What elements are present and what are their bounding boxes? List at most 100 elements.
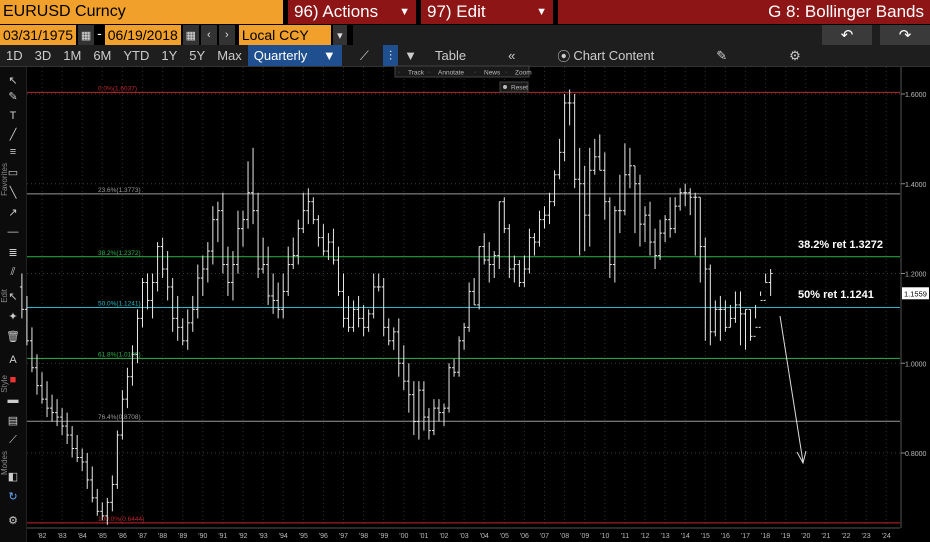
pen-icon[interactable]: ✎ — [8, 90, 18, 103]
calendar-icon[interactable]: ▦ — [78, 25, 95, 45]
calendar-icon[interactable]: ▦ — [182, 25, 199, 45]
arrow-icon[interactable]: ↖ — [8, 74, 18, 87]
x-tick-label: '00 — [399, 533, 408, 540]
period-button[interactable]: 1M — [63, 48, 82, 63]
zoom-button[interactable]: Zoom — [515, 70, 532, 77]
reset-button[interactable] — [499, 81, 529, 93]
cycle-icon[interactable]: ↻ — [8, 490, 18, 503]
news-button[interactable]: News — [484, 70, 501, 77]
x-tick-label: '01 — [419, 533, 428, 540]
chevron-down-icon: ▼ — [322, 48, 336, 63]
x-tick-label: '12 — [640, 533, 649, 540]
x-tick-label: '20 — [801, 533, 810, 540]
x-tick-label: '22 — [841, 533, 850, 540]
hline-icon[interactable]: — — [7, 226, 19, 238]
color-icon[interactable]: ■ — [9, 374, 17, 386]
x-tick-label: '09 — [580, 533, 589, 540]
x-tick-label: '85 — [98, 533, 107, 540]
gear-icon[interactable]: ⚙ — [789, 47, 801, 63]
x-tick-label: '92 — [238, 533, 247, 540]
cursor-icon[interactable]: ↖ — [8, 290, 18, 303]
x-tick-label: '96 — [319, 533, 328, 540]
line-chart-icon[interactable]: ⟋ — [359, 47, 369, 63]
reset-label: Reset — [511, 85, 528, 92]
frequency-label: Quarterly — [253, 48, 308, 63]
fib-label: 61.8%(1.0109) — [98, 351, 141, 358]
parallel-icon[interactable]: ⫽ — [10, 265, 16, 278]
track-button[interactable]: Track — [408, 70, 425, 77]
period-buttons: 1D 3D 1M 6M YTD 1Y 5Y Max — [0, 45, 248, 66]
bar-chart-icon[interactable]: ⫶ — [382, 45, 399, 66]
settings-icon[interactable]: ⚙ — [8, 514, 18, 527]
currency-select[interactable]: Local CCY — [238, 25, 331, 45]
chart-content-button[interactable]: ⦿ Chart Content — [551, 45, 660, 66]
annotate-icon: · — [428, 69, 430, 77]
chevron-right-icon[interactable]: › — [218, 25, 235, 45]
x-tick-label: '87 — [138, 533, 147, 540]
period-button[interactable]: 6M — [93, 48, 112, 63]
line-style-icon[interactable]: ▬ — [7, 394, 19, 406]
edit-icon[interactable]: ✎ — [716, 47, 728, 63]
x-tick-label: '18 — [761, 533, 770, 540]
fib-label: 76.4%(0.8708) — [98, 414, 141, 421]
currency-label: Local CCY — [241, 27, 309, 43]
x-tick-label: '15 — [701, 533, 710, 540]
mode-icon[interactable]: ◧ — [7, 470, 19, 483]
chart-toolbar — [394, 65, 530, 78]
annotation-382: 38.2% ret 1.3272 — [798, 239, 884, 251]
pin-icon[interactable]: ✦ — [8, 310, 18, 323]
x-tick-label: '06 — [520, 533, 529, 540]
x-tick-label: '23 — [862, 533, 871, 540]
edit-menu[interactable]: 97) Edit ▼ — [421, 0, 553, 24]
shape-icon[interactable]: ▭ — [7, 166, 19, 179]
trash-icon[interactable]: 🗑 — [6, 330, 20, 343]
y-tick-label: 0.8000 — [905, 451, 927, 458]
period-button[interactable]: Max — [217, 48, 242, 63]
x-tick-label: '93 — [259, 533, 268, 540]
edit-label: 97) Edit — [427, 2, 486, 21]
x-tick-label: '11 — [621, 533, 630, 540]
x-tick-label: '08 — [560, 533, 569, 540]
collapse-button[interactable]: « — [502, 45, 521, 66]
period-button[interactable]: 1Y — [161, 48, 178, 63]
trend-icon[interactable]: ╲ — [9, 186, 17, 199]
channel-icon[interactable]: ≡ — [9, 146, 17, 158]
y-tick-label: 1.6000 — [905, 92, 927, 99]
x-tick-label: '16 — [721, 533, 730, 540]
fill-icon[interactable]: ▤ — [7, 414, 19, 427]
ticker-field[interactable]: EURUSD Curncy — [0, 0, 283, 24]
period-button[interactable]: 3D — [34, 48, 52, 63]
chevron-left-icon[interactable]: ‹ — [200, 25, 217, 45]
table-button[interactable]: Table — [429, 45, 472, 66]
actions-menu[interactable]: 96) Actions ▼ — [288, 0, 416, 24]
track-icon: · — [398, 69, 400, 77]
chevron-down-icon: ▼ — [399, 6, 410, 18]
arrow-head-icon — [796, 450, 807, 465]
start-date-field[interactable]: 03/31/1975 — [0, 25, 77, 45]
brush-icon[interactable]: ⟋ — [9, 433, 17, 446]
period-button[interactable]: 5Y — [189, 48, 206, 63]
text-icon[interactable]: T — [9, 110, 17, 122]
period-button[interactable]: YTD — [123, 48, 150, 63]
chevron-down-icon[interactable]: ▾ — [332, 25, 347, 45]
annotation-50: 50% ret 1.1241 — [798, 289, 874, 301]
undo-icon[interactable]: ↶ — [822, 25, 872, 45]
ray-icon[interactable]: ↗ — [8, 206, 18, 219]
x-tick-label: '99 — [379, 533, 388, 540]
line-icon[interactable]: ╱ — [9, 128, 17, 141]
function-title: G 8: Bollinger Bands — [558, 0, 930, 24]
text-style-icon[interactable]: A — [9, 354, 17, 366]
chevron-down-icon[interactable]: ▼ — [404, 48, 417, 63]
x-tick-label: '95 — [299, 533, 308, 540]
x-tick-label: '90 — [198, 533, 207, 540]
frequency-select[interactable]: Quarterly ▼ — [247, 45, 342, 66]
end-date-field[interactable]: 06/19/2018 — [104, 25, 181, 45]
redo-icon[interactable]: ↷ — [880, 25, 930, 45]
fib-label: 38.2%(1.2372) — [98, 250, 141, 257]
last-price-tag — [902, 287, 929, 300]
fib-icon[interactable]: ≣ — [8, 246, 18, 259]
period-button[interactable]: 1D — [6, 48, 23, 63]
annotate-button[interactable]: Annotate — [438, 70, 464, 77]
x-tick-label: '19 — [781, 533, 790, 540]
